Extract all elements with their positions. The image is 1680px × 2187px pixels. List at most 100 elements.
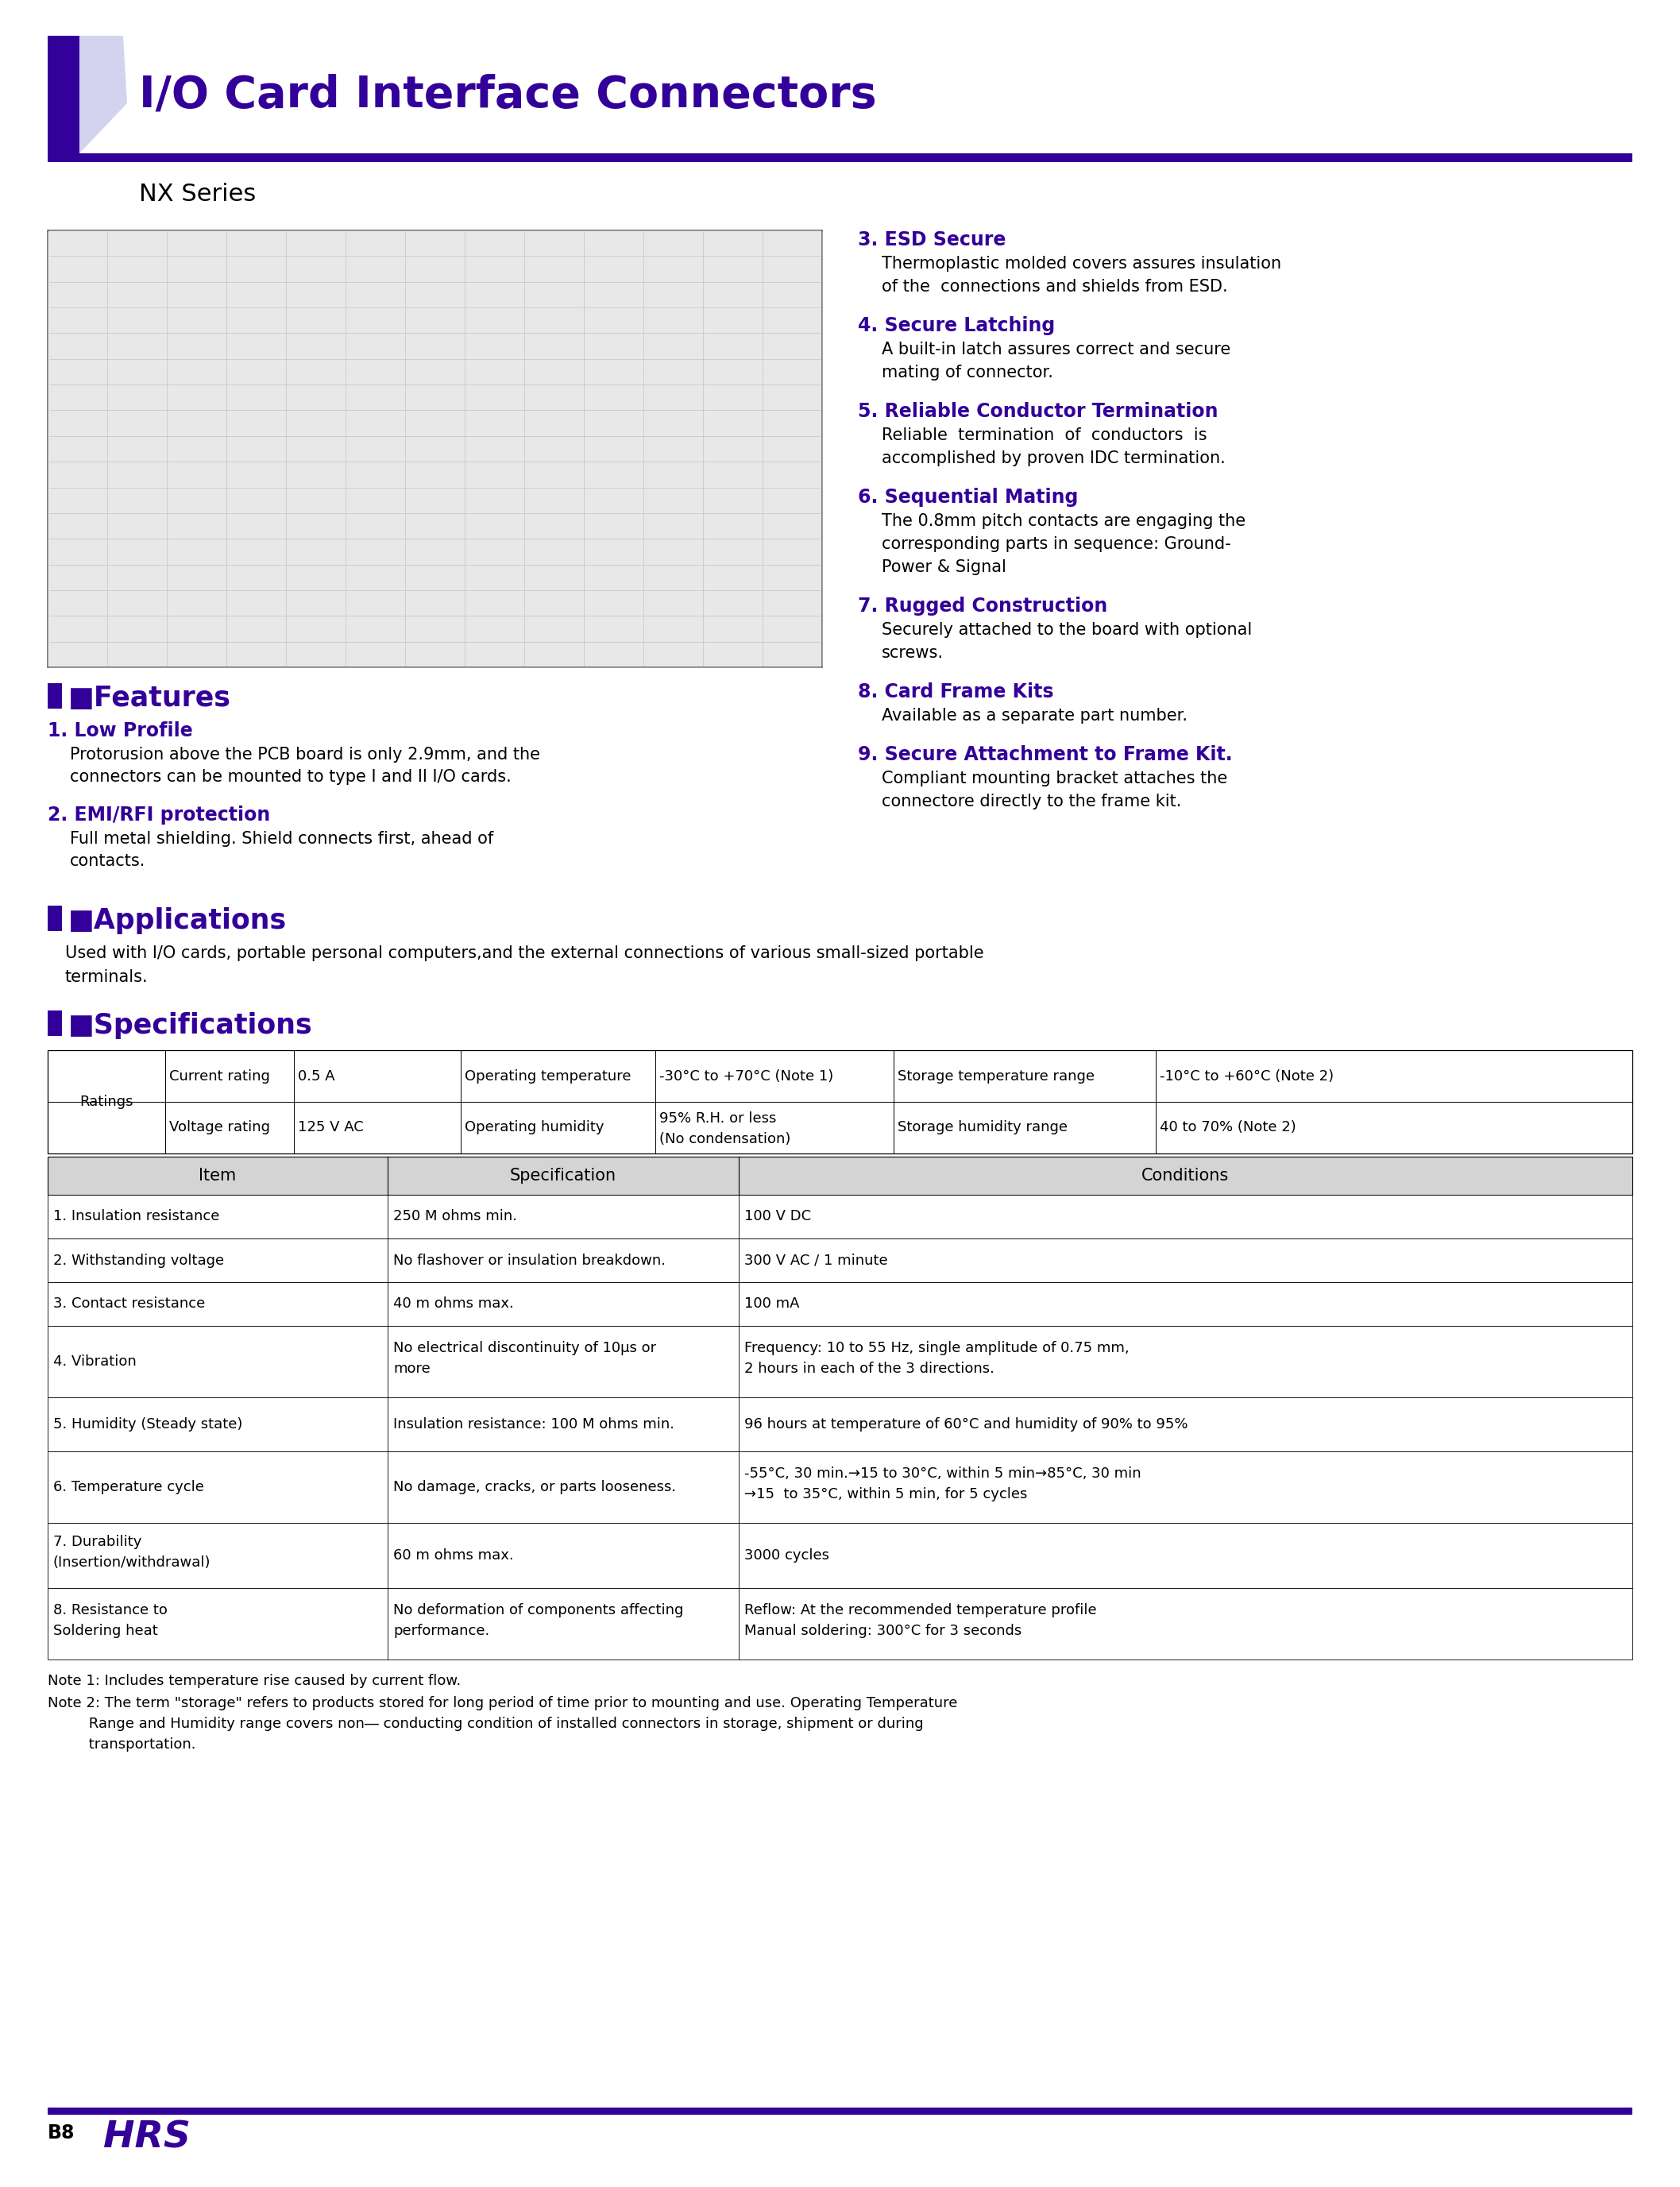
Text: Operating temperature: Operating temperature xyxy=(465,1069,632,1083)
Text: HRS: HRS xyxy=(102,2119,190,2154)
Text: Conditions: Conditions xyxy=(1142,1168,1230,1183)
Bar xyxy=(47,1588,1633,1660)
Bar xyxy=(47,1010,62,1037)
Text: 9. Secure Attachment to Frame Kit.: 9. Secure Attachment to Frame Kit. xyxy=(858,746,1233,763)
Text: (No condensation): (No condensation) xyxy=(659,1133,791,1146)
Text: Storage humidity range: Storage humidity range xyxy=(897,1120,1067,1135)
Text: 60 m ohms max.: 60 m ohms max. xyxy=(393,1548,514,1562)
Text: 300 V AC / 1 minute: 300 V AC / 1 minute xyxy=(744,1253,887,1268)
Text: 95% R.H. or less: 95% R.H. or less xyxy=(659,1111,776,1126)
Text: Manual soldering: 300°C for 3 seconds: Manual soldering: 300°C for 3 seconds xyxy=(744,1623,1021,1638)
Text: Reliable  termination  of  conductors  is: Reliable termination of conductors is xyxy=(882,426,1206,444)
Text: ■Applications: ■Applications xyxy=(69,908,287,934)
Text: transportation.: transportation. xyxy=(47,1736,197,1752)
Text: (Insertion/withdrawal): (Insertion/withdrawal) xyxy=(54,1555,212,1570)
Text: Reflow: At the recommended temperature profile: Reflow: At the recommended temperature p… xyxy=(744,1603,1097,1618)
Text: No flashover or insulation breakdown.: No flashover or insulation breakdown. xyxy=(393,1253,665,1268)
Text: →15  to 35°C, within 5 min, for 5 cycles: →15 to 35°C, within 5 min, for 5 cycles xyxy=(744,1487,1028,1502)
Text: ■Features: ■Features xyxy=(69,685,232,711)
Bar xyxy=(47,2108,1633,2115)
Text: No deformation of components affecting: No deformation of components affecting xyxy=(393,1603,684,1618)
Text: Voltage rating: Voltage rating xyxy=(170,1120,270,1135)
Text: Current rating: Current rating xyxy=(170,1069,270,1083)
Text: B8: B8 xyxy=(47,2124,76,2143)
Text: Operating humidity: Operating humidity xyxy=(465,1120,605,1135)
Bar xyxy=(47,35,79,153)
Bar xyxy=(47,153,1633,162)
Bar xyxy=(47,682,62,709)
Text: -10°C to +60°C (Note 2): -10°C to +60°C (Note 2) xyxy=(1159,1069,1334,1083)
Text: 4. Secure Latching: 4. Secure Latching xyxy=(858,317,1055,335)
Text: I/O Card Interface Connectors: I/O Card Interface Connectors xyxy=(139,74,877,116)
Text: 40 m ohms max.: 40 m ohms max. xyxy=(393,1297,514,1312)
Text: Insulation resistance: 100 M ohms min.: Insulation resistance: 100 M ohms min. xyxy=(393,1417,674,1432)
Text: 7. Rugged Construction: 7. Rugged Construction xyxy=(858,597,1107,617)
Bar xyxy=(47,1325,1633,1397)
Bar xyxy=(47,1050,1633,1153)
Text: No electrical discontinuity of 10μs or: No electrical discontinuity of 10μs or xyxy=(393,1341,657,1356)
Text: Storage temperature range: Storage temperature range xyxy=(897,1069,1095,1083)
Text: 125 V AC: 125 V AC xyxy=(297,1120,363,1135)
Text: The 0.8mm pitch contacts are engaging the: The 0.8mm pitch contacts are engaging th… xyxy=(882,514,1245,529)
Text: 3. Contact resistance: 3. Contact resistance xyxy=(54,1297,205,1312)
Text: 6. Temperature cycle: 6. Temperature cycle xyxy=(54,1481,203,1494)
Text: accomplished by proven IDC termination.: accomplished by proven IDC termination. xyxy=(882,451,1225,466)
Text: Used with I/O cards, portable personal computers,and the external connections of: Used with I/O cards, portable personal c… xyxy=(66,945,984,962)
Bar xyxy=(47,1397,1633,1452)
Text: Protorusion above the PCB board is only 2.9mm, and the: Protorusion above the PCB board is only … xyxy=(71,746,541,763)
Text: of the  connections and shields from ESD.: of the connections and shields from ESD. xyxy=(882,278,1228,295)
Text: screws.: screws. xyxy=(882,645,944,660)
Bar xyxy=(47,1194,1633,1238)
Text: 8. Resistance to: 8. Resistance to xyxy=(54,1603,168,1618)
Text: 100 V DC: 100 V DC xyxy=(744,1209,811,1225)
Text: No damage, cracks, or parts looseness.: No damage, cracks, or parts looseness. xyxy=(393,1481,675,1494)
Text: more: more xyxy=(393,1363,430,1376)
Text: corresponding parts in sequence: Ground-: corresponding parts in sequence: Ground- xyxy=(882,536,1231,551)
Text: Range and Humidity range covers non― conducting condition of installed connector: Range and Humidity range covers non― con… xyxy=(47,1717,924,1732)
Text: -30°C to +70°C (Note 1): -30°C to +70°C (Note 1) xyxy=(659,1069,833,1083)
Text: Compliant mounting bracket attaches the: Compliant mounting bracket attaches the xyxy=(882,770,1228,787)
Text: Power & Signal: Power & Signal xyxy=(882,560,1006,575)
Polygon shape xyxy=(79,35,128,153)
Text: Note 2: The term "storage" refers to products stored for long period of time pri: Note 2: The term "storage" refers to pro… xyxy=(47,1697,958,1710)
Text: NX Series: NX Series xyxy=(139,184,255,206)
Text: Note 1: Includes temperature rise caused by current flow.: Note 1: Includes temperature rise caused… xyxy=(47,1673,460,1688)
Text: contacts.: contacts. xyxy=(71,853,146,868)
Text: Soldering heat: Soldering heat xyxy=(54,1623,158,1638)
Text: 40 to 70% (Note 2): 40 to 70% (Note 2) xyxy=(1159,1120,1297,1135)
Text: 96 hours at temperature of 60°C and humidity of 90% to 95%: 96 hours at temperature of 60°C and humi… xyxy=(744,1417,1188,1432)
Text: Ratings: Ratings xyxy=(79,1096,133,1109)
Text: terminals.: terminals. xyxy=(66,969,148,984)
Text: 2 hours in each of the 3 directions.: 2 hours in each of the 3 directions. xyxy=(744,1363,995,1376)
Bar xyxy=(47,230,822,667)
Text: performance.: performance. xyxy=(393,1623,489,1638)
Text: Available as a separate part number.: Available as a separate part number. xyxy=(882,709,1188,724)
Text: Thermoplastic molded covers assures insulation: Thermoplastic molded covers assures insu… xyxy=(882,256,1282,271)
Text: 4. Vibration: 4. Vibration xyxy=(54,1354,136,1369)
Bar xyxy=(47,905,62,932)
Text: 2. Withstanding voltage: 2. Withstanding voltage xyxy=(54,1253,223,1268)
Text: 2. EMI/RFI protection: 2. EMI/RFI protection xyxy=(47,805,270,824)
Text: Specification: Specification xyxy=(511,1168,617,1183)
Text: 250 M ohms min.: 250 M ohms min. xyxy=(393,1209,517,1225)
Text: 5. Humidity (Steady state): 5. Humidity (Steady state) xyxy=(54,1417,242,1432)
Text: 100 mA: 100 mA xyxy=(744,1297,800,1312)
Text: 1. Insulation resistance: 1. Insulation resistance xyxy=(54,1209,220,1225)
Text: connectore directly to the frame kit.: connectore directly to the frame kit. xyxy=(882,794,1181,809)
Bar xyxy=(47,1238,1633,1282)
Text: 8. Card Frame Kits: 8. Card Frame Kits xyxy=(858,682,1053,702)
Bar xyxy=(47,1452,1633,1522)
Text: 3. ESD Secure: 3. ESD Secure xyxy=(858,230,1006,249)
Text: Securely attached to the board with optional: Securely attached to the board with opti… xyxy=(882,621,1252,639)
Text: 3000 cycles: 3000 cycles xyxy=(744,1548,830,1562)
Text: 6. Sequential Mating: 6. Sequential Mating xyxy=(858,488,1079,507)
Text: -55°C, 30 min.→15 to 30°C, within 5 min→85°C, 30 min: -55°C, 30 min.→15 to 30°C, within 5 min→… xyxy=(744,1467,1141,1481)
Text: 0.5 A: 0.5 A xyxy=(297,1069,334,1083)
Text: Frequency: 10 to 55 Hz, single amplitude of 0.75 mm,: Frequency: 10 to 55 Hz, single amplitude… xyxy=(744,1341,1129,1356)
Bar xyxy=(47,1522,1633,1588)
Text: Item: Item xyxy=(198,1168,237,1183)
Text: mating of connector.: mating of connector. xyxy=(882,365,1053,381)
Text: connectors can be mounted to type I and II I/O cards.: connectors can be mounted to type I and … xyxy=(71,770,511,785)
Text: A built-in latch assures correct and secure: A built-in latch assures correct and sec… xyxy=(882,341,1231,356)
Text: 7. Durability: 7. Durability xyxy=(54,1535,141,1548)
